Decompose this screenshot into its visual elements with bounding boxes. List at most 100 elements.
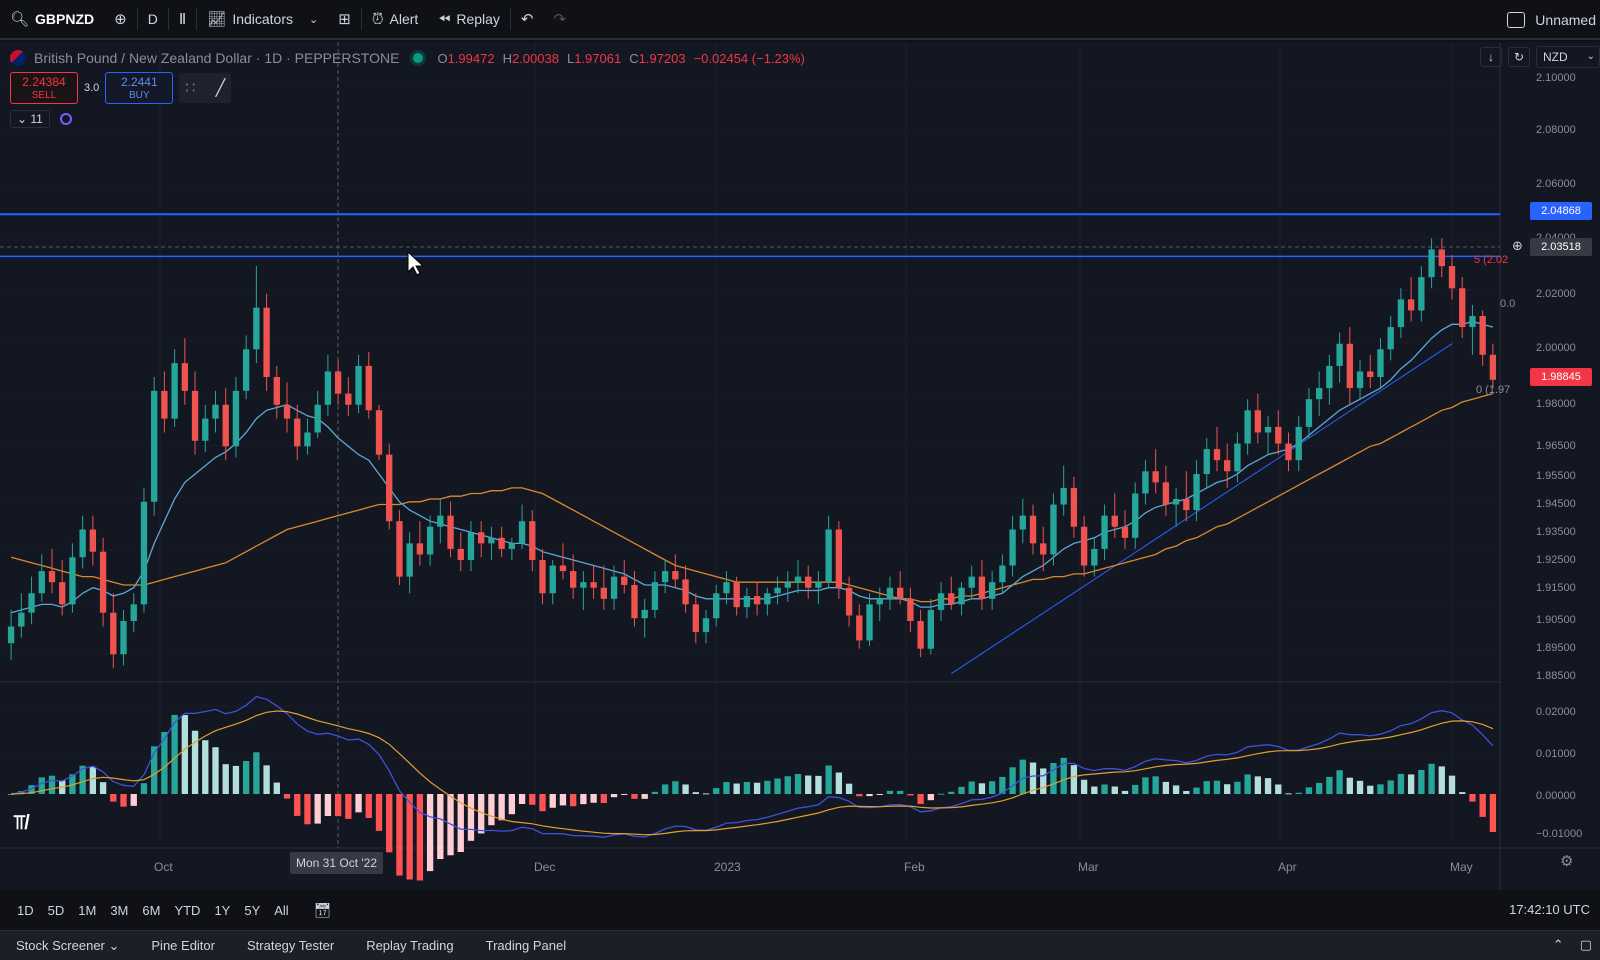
candle-body [1101, 515, 1108, 549]
currency-select[interactable]: NZD ⌄ [1536, 46, 1600, 68]
macd-histogram-bar [69, 774, 76, 794]
price-tick-label: 1.96500 [1536, 440, 1576, 452]
candle-body [334, 371, 342, 394]
price-tick-label: 1.94500 [1536, 498, 1576, 510]
candle-body [886, 587, 894, 599]
range-button[interactable]: 3M [110, 902, 129, 918]
ohlc-key: O [437, 50, 448, 66]
range-button[interactable]: 1M [78, 902, 97, 918]
candle-body [181, 363, 189, 391]
range-button[interactable]: 5D [47, 902, 65, 918]
drag-handle-icon[interactable]: ∷ [185, 80, 196, 97]
clock[interactable]: 17:42:10 UTC [1509, 902, 1590, 917]
candle-body [457, 548, 464, 560]
macd-histogram-bar [1469, 794, 1476, 802]
interval-button[interactable]: D [138, 0, 168, 39]
bottom-tab[interactable]: Pine Editor [151, 938, 215, 953]
range-button[interactable]: All [274, 902, 289, 918]
ohlc-value: 1.97061 [574, 50, 622, 66]
candle-body [631, 584, 638, 619]
maximize-icon[interactable]: ▢ [1579, 937, 1592, 952]
macd-histogram-bar [1397, 773, 1405, 794]
undo-button[interactable]: ↶ [511, 0, 544, 39]
time-tick-label: Apr [1278, 860, 1297, 874]
range-button[interactable]: 5Y [244, 902, 261, 918]
macd-tick-label: 0.02000 [1536, 706, 1576, 718]
macd-histogram-bar [140, 783, 148, 794]
candle-body [294, 418, 301, 447]
macd-histogram-bar [1009, 767, 1016, 794]
range-button[interactable]: 1Y [214, 902, 231, 918]
chevron-down-icon: ⌄ [1586, 51, 1595, 62]
macd-histogram-bar [222, 764, 229, 794]
range-button[interactable]: 1D [17, 902, 34, 918]
scale-controls: ↓ ↻ NZD ⌄ [1480, 46, 1600, 68]
tabs-controls: ⌃ ▢ [1553, 937, 1592, 953]
macd-histogram-bar [28, 785, 35, 794]
candle-body [937, 593, 945, 610]
macd-histogram-bar [1050, 762, 1057, 794]
trend-line-icon[interactable]: ╱ [215, 80, 226, 97]
sell-label: SELL [31, 90, 57, 101]
macd-histogram-bar [1040, 768, 1047, 794]
macd-histogram-bar [897, 790, 904, 794]
price-tick-label: 2.06000 [1536, 178, 1576, 190]
candle-body [529, 521, 536, 560]
bottom-tab[interactable]: Trading Panel [485, 938, 567, 953]
candle-body [897, 587, 904, 599]
candle-body [1367, 371, 1374, 377]
candle-body [1438, 249, 1445, 267]
buy-button[interactable]: 2.2441 BUY [105, 72, 174, 104]
macd-histogram-bar [692, 792, 699, 794]
macd-histogram-bar [151, 746, 158, 794]
macd-histogram-bar [1326, 776, 1333, 794]
macd-histogram-bar [1305, 787, 1313, 794]
range-button[interactable]: 6M [142, 902, 161, 918]
layout-name[interactable]: Unnamed [1535, 12, 1596, 28]
macd-histogram-bar [273, 782, 280, 794]
macd-histogram-bar [702, 793, 710, 795]
indicators-button[interactable]: 📈︎ Indicators ⌄ [197, 0, 328, 39]
chart-canvas[interactable] [0, 42, 1600, 890]
add-alert-icon[interactable]: ⊕ [1512, 238, 1523, 253]
range-button[interactable]: YTD [174, 902, 201, 918]
compare-button[interactable]: ⊕ [104, 0, 137, 39]
replay-button[interactable]: ⏪︎ Replay [428, 0, 510, 39]
toolbar-divider [509, 8, 511, 30]
macd-histogram-bar [1244, 774, 1251, 794]
candle-body [958, 587, 965, 605]
collapse-indicators-button[interactable]: ⌄ 11 [10, 110, 50, 128]
macd-histogram-bar [365, 794, 372, 818]
chart-area[interactable]: British Pound / New Zealand Dollar · 1D … [0, 42, 1600, 890]
sell-button[interactable]: 2.24384 SELL [10, 72, 78, 104]
bottom-tab[interactable]: Stock Screener ⌄ [16, 937, 120, 953]
calendar-icon[interactable]: 📅︎ [313, 901, 332, 918]
bottom-tab[interactable]: Strategy Tester [246, 938, 335, 953]
candle-body [1070, 487, 1078, 527]
chevron-up-icon[interactable]: ⌃ [1552, 937, 1564, 952]
refresh-button[interactable]: ↻ [1508, 47, 1530, 67]
candle-body [948, 593, 955, 605]
templates-button[interactable]: ⊞ [328, 0, 361, 39]
candle-body [733, 582, 740, 608]
symbol-search[interactable]: 🔍︎ GBPNZD [0, 0, 104, 39]
scroll-to-latest-button[interactable]: ↓ [1480, 47, 1502, 67]
indicator-ring-icon[interactable] [59, 113, 72, 125]
bottom-tab[interactable]: Replay Trading [366, 938, 454, 953]
macd-histogram-bar [242, 761, 250, 794]
macd-histogram-bar [968, 781, 975, 794]
alert-button[interactable]: ⏰︎ Alert [362, 0, 429, 39]
chart-type-button[interactable]: Ⅱ [169, 0, 196, 39]
macd-histogram-bar [345, 794, 352, 819]
gear-icon[interactable]: ⚙︎ [1560, 853, 1574, 870]
macd-histogram-bar [825, 765, 832, 794]
candle-body [488, 537, 495, 544]
candle-body [478, 532, 485, 544]
drawing-toolbar[interactable]: ∷ ╱ [179, 73, 232, 103]
layout-checkbox-icon[interactable] [1507, 12, 1526, 28]
candle-body [549, 565, 556, 594]
redo-button[interactable]: ↷ [544, 0, 577, 39]
macd-histogram-bar [253, 752, 260, 794]
macd-histogram-bar [181, 715, 189, 794]
macd-histogram-bar [1234, 781, 1241, 794]
